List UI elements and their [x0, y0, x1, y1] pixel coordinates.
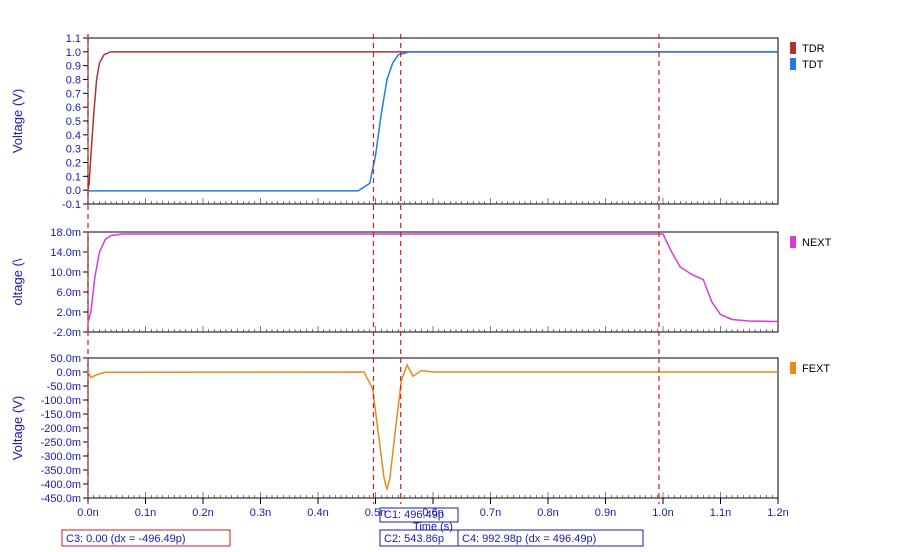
legend-swatch-TDR [790, 42, 796, 54]
y-axis-label-fext: Voltage (V) [10, 396, 25, 460]
xtick-label: 0.3n [250, 507, 271, 519]
x-axis-label: Time (s) [413, 521, 453, 533]
ytick-label: -200.0m [41, 423, 81, 435]
ytick-label: 0.7 [66, 88, 81, 100]
ytick-label: 0.9 [66, 61, 81, 73]
ytick-label: 0.6 [66, 102, 81, 114]
ytick-label: 0.2 [66, 158, 81, 170]
xtick-label: 0.5n [365, 507, 386, 519]
ytick-label: 10.0m [50, 267, 81, 279]
legend-swatch-TDT [790, 58, 796, 70]
ytick-label: -250.0m [41, 437, 81, 449]
legend-label-TDT: TDT [802, 59, 824, 71]
ytick-label: 2.0m [57, 307, 81, 319]
ytick-label: 0.1 [66, 171, 81, 183]
y-axis-label-next: oltage (\ [10, 258, 25, 305]
y-axis-label-tdr-tdt: Voltage (V) [10, 89, 25, 153]
xtick-label: 0.0n [77, 507, 98, 519]
ytick-label: -450.0m [41, 493, 81, 505]
legend-label-FEXT: FEXT [802, 363, 830, 375]
ytick-label: 0.4 [66, 130, 81, 142]
legend-label-TDR: TDR [802, 43, 825, 55]
ytick-label: 6.0m [57, 287, 81, 299]
c3-readout: C3: 0.00 (dx = -496.49p) [66, 533, 186, 545]
ytick-label: 0.8 [66, 75, 81, 87]
ytick-label: -100.0m [41, 395, 81, 407]
ytick-label: 14.0m [50, 247, 81, 259]
ytick-label: -350.0m [41, 465, 81, 477]
xtick-label: 1.0n [652, 507, 673, 519]
c4-readout: C4: 992.98p (dx = 496.49p) [462, 533, 596, 545]
xtick-label: 1.1n [710, 507, 731, 519]
xtick-label: 1.2n [767, 507, 788, 519]
legend-swatch-FEXT [790, 362, 796, 374]
ytick-label: 18.0m [50, 227, 81, 239]
xtick-label: 0.7n [480, 507, 501, 519]
ytick-label: 0.0 [66, 185, 81, 197]
xtick-label: 0.9n [595, 507, 616, 519]
ytick-label: 0.0m [57, 367, 81, 379]
xtick-label: 0.4n [307, 507, 328, 519]
legend-label-NEXT: NEXT [802, 237, 832, 249]
ytick-label: 1.1 [66, 33, 81, 45]
ytick-label: -400.0m [41, 479, 81, 491]
ytick-label: -300.0m [41, 451, 81, 463]
ytick-label: 0.5 [66, 116, 81, 128]
c2-readout: C2: 543.86p [384, 533, 444, 545]
ytick-label: 50.0m [50, 353, 81, 365]
ytick-label: 1.0 [66, 47, 81, 59]
xtick-label: 0.8n [537, 507, 558, 519]
ytick-label: 0.3 [66, 144, 81, 156]
ytick-label: -0.1 [62, 199, 81, 211]
ytick-label: -2.0m [53, 327, 81, 339]
oscilloscope-chart: -0.1 0.0 0.10.2 0.3 0.4 0.5 0.6 0.70.8 0.9 1.0 1.1… [0, 0, 906, 552]
legend-swatch-NEXT [790, 236, 796, 248]
ytick-label: -150.0m [41, 409, 81, 421]
c1-readout: C1: 496.49p [384, 509, 444, 521]
ytick-label: -50.0m [47, 381, 81, 393]
xtick-label: 0.1n [135, 507, 156, 519]
xtick-label: 0.2n [192, 507, 213, 519]
